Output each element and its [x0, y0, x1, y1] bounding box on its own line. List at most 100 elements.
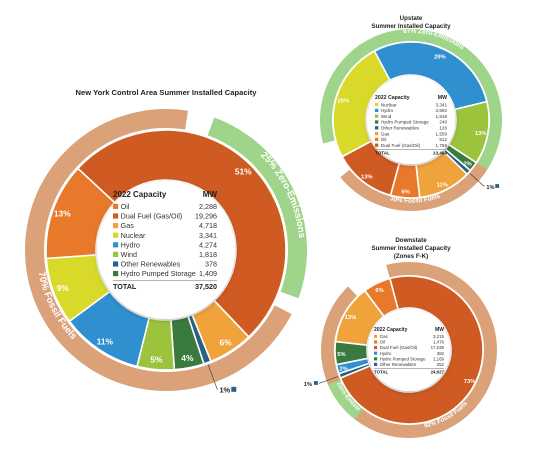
- center-disc: [97, 181, 235, 319]
- table-row-value: 240: [439, 120, 447, 125]
- table-row-label: Oil: [380, 340, 385, 345]
- table-row-label: Hydro: [381, 108, 394, 113]
- table-row-value: 1,756: [436, 143, 448, 148]
- table-swatch: [375, 108, 379, 113]
- table-row-value: 126: [439, 125, 447, 130]
- table-swatch: [113, 242, 119, 248]
- table-row-value: 1,409: [199, 269, 217, 278]
- table-swatch: [374, 362, 378, 366]
- table-total-value: 13,494: [433, 151, 447, 156]
- segment-gas: [191, 299, 250, 363]
- segment-label: 13%: [475, 131, 487, 137]
- segment-hydro: [373, 41, 488, 111]
- chart-title-line: Summer Installed Capacity: [371, 245, 451, 252]
- outer-ring-zero: [328, 379, 363, 420]
- center-disc: [367, 76, 455, 164]
- table-swatch: [113, 213, 119, 219]
- table-row-label: Dual Fuel (Gas/Oil): [381, 143, 421, 148]
- capacity-table: 2022 Capacity MW Gas 3,215 Oil 1,476 Dual Fuel…: [374, 327, 445, 375]
- segment-swatch: [495, 184, 500, 188]
- table-row-label: Hydro Pumped Storage: [381, 120, 429, 125]
- table-total-value: 37,520: [195, 282, 217, 291]
- outer-ring-fossil: [340, 163, 488, 212]
- table-header-mw: MW: [435, 327, 444, 333]
- chart-title-line: Summer Installed Capacity: [371, 23, 451, 30]
- leader-line: [207, 364, 218, 390]
- chart-title-line: (Zones F-K): [394, 253, 428, 260]
- segment-swatch: [314, 381, 318, 385]
- outer-ring-zero: [207, 117, 307, 299]
- table-row-label: Wind: [381, 114, 392, 119]
- table-row-value: 2,288: [199, 202, 217, 211]
- table-swatch: [113, 251, 119, 257]
- segment-label: 4%: [181, 353, 194, 363]
- table-row-value: 382: [437, 351, 445, 356]
- table-header-capacity: 2022 Capacity: [375, 95, 410, 101]
- segment-label: 13%: [345, 315, 357, 321]
- table-row-label: Other Renewables: [121, 260, 181, 269]
- leader-line: [318, 376, 338, 384]
- segment-label: 73%: [464, 379, 476, 385]
- table-swatch: [113, 232, 119, 238]
- table-swatch: [374, 357, 378, 361]
- chart-title: New York Control Area Summer Installed C…: [76, 88, 258, 97]
- table-total-label: TOTAL: [113, 282, 137, 291]
- table-swatch: [375, 114, 379, 118]
- segment-label: 2%: [340, 366, 348, 372]
- table-row-value: 3,892: [436, 108, 448, 113]
- table-row-label: Gas: [121, 221, 135, 230]
- segment-label: 11%: [437, 182, 448, 188]
- capacity-table: 2022 Capacity MW Nuclear 3,341 Hydro 3,892 Win…: [375, 95, 447, 156]
- segment-label: 6%: [401, 190, 409, 196]
- segment-label: 13%: [54, 208, 71, 218]
- table-row-label: Nuclear: [121, 231, 146, 240]
- capacity-table: 2022 Capacity MW Oil 2,288 Dual Fuel (Gas/Oi…: [113, 190, 217, 291]
- segment-dual-fuel: [339, 275, 484, 425]
- table-swatch: [374, 351, 378, 355]
- table-swatch: [375, 102, 379, 107]
- segment-label: 6%: [375, 288, 383, 294]
- segment-label: 6%: [220, 337, 233, 347]
- leader-line: [470, 173, 485, 187]
- table-row-value: 4,718: [199, 221, 217, 230]
- table-row-label: Other Renewables: [380, 362, 417, 367]
- table-row-value: 17,539: [431, 345, 445, 350]
- center-disc: [368, 309, 450, 391]
- table-swatch: [113, 223, 119, 229]
- table-row-value: 3,341: [199, 231, 217, 240]
- table-header-capacity: 2022 Capacity: [113, 190, 167, 199]
- table-row-label: Dual Fuel (Gas/Oil): [121, 212, 183, 221]
- table-row-label: Hydro: [380, 351, 392, 356]
- table-row-label: Other Renewables: [381, 125, 420, 130]
- chart-title-line: Downstate: [395, 237, 427, 244]
- table-row-value: 1,476: [433, 340, 445, 345]
- table-swatch: [375, 131, 379, 136]
- table-row-value: 378: [205, 260, 217, 269]
- table-swatch: [113, 271, 119, 277]
- table-row-label: Gas: [381, 131, 390, 136]
- table-row-label: Gas: [380, 334, 389, 339]
- table-row-label: Oil: [121, 202, 130, 211]
- table-row-value: 3,341: [436, 102, 448, 107]
- table-header-mw: MW: [438, 95, 447, 101]
- table-row-value: 252: [437, 362, 445, 367]
- table-swatch: [375, 137, 379, 142]
- segment-label: 11%: [97, 336, 114, 346]
- table-row-value: 1,818: [199, 250, 217, 259]
- table-swatch: [113, 203, 119, 209]
- table-swatch: [375, 143, 379, 147]
- table-row-label: Dual Fuel (Gas/Oil): [380, 345, 418, 350]
- table-swatch: [375, 120, 379, 124]
- segment-nuclear: [332, 50, 391, 158]
- segment-label: 13%: [361, 174, 373, 180]
- segment-label: 25%: [338, 98, 350, 104]
- segment-dual-fuel: [76, 129, 287, 339]
- table-header-capacity: 2022 Capacity: [374, 327, 408, 333]
- table-row-value: 812: [439, 137, 447, 142]
- table-row-label: Hydro: [121, 240, 140, 249]
- segment-label: 29%: [434, 54, 446, 60]
- table-row-label: Wind: [121, 250, 137, 259]
- table-header-mw: MW: [203, 190, 218, 199]
